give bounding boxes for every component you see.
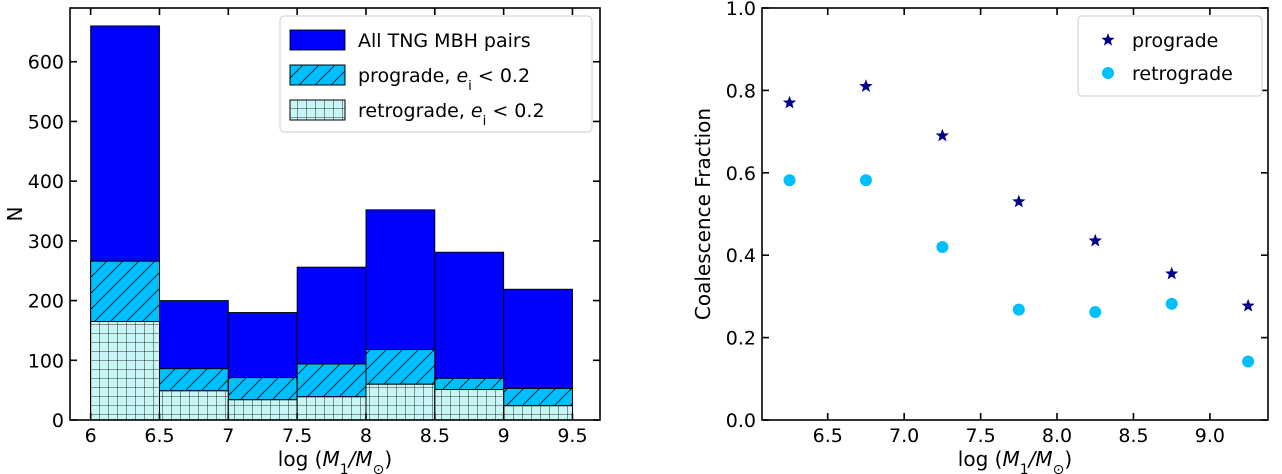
scatter-y-tick-label: 0.8 xyxy=(726,80,756,102)
histogram-legend: All TNG MBH pairs prograde, ei < 0.2 retro… xyxy=(279,15,593,133)
retrograde-point xyxy=(1242,355,1255,368)
prograde-point xyxy=(935,128,950,142)
scatter-x-tick-label: 9.0 xyxy=(1195,425,1225,447)
scatter-y-tick-label: 0.0 xyxy=(726,410,756,432)
scatter-y-tick-label: 1.0 xyxy=(726,0,756,20)
scatter-points xyxy=(782,79,1255,368)
retrograde-point xyxy=(936,240,949,253)
legend-label: All TNG MBH pairs xyxy=(358,30,531,52)
histogram-y-tick-label: 100 xyxy=(28,350,64,372)
prograde-point xyxy=(1165,266,1179,280)
bar-hatch-retrograde xyxy=(296,396,367,421)
histogram-x-tick-label: 8 xyxy=(360,425,372,447)
histogram-x-tick-label: 6 xyxy=(85,425,97,447)
prograde-point xyxy=(782,95,797,109)
histogram-y-axis-label: N xyxy=(3,207,27,222)
bar-hatch-retrograde xyxy=(90,321,160,421)
histogram-x-axis-label: log (M1/M⊙) xyxy=(278,447,392,474)
scatter-y-tick-label: 0.2 xyxy=(726,328,756,350)
histogram-axes: 6 6.5 7 7.5 8 8.5 9 9.5 0 100 200 300 400 500 600 xyxy=(28,7,601,447)
scatter-x-tick-label: 8.0 xyxy=(1042,425,1072,447)
scatter-x-tick-label: 7.5 xyxy=(965,425,995,447)
bar-hatch-retrograde xyxy=(365,383,436,421)
bar-hatch-retrograde xyxy=(503,405,573,421)
histogram-y-tick-label: 200 xyxy=(28,291,64,313)
scatter-x-axis-label: log (M1/M⊙) xyxy=(958,447,1072,474)
prograde-point xyxy=(859,79,873,92)
retrograde-point xyxy=(783,174,796,187)
legend-label: retrograde, ei < 0.2 xyxy=(358,100,545,129)
histogram-y-tick-label: 0 xyxy=(52,410,64,432)
scatter-y-tick-label: 0.6 xyxy=(726,163,756,185)
retrograde-point xyxy=(859,174,872,187)
histogram-x-tick-label: 6.5 xyxy=(144,425,174,447)
histogram-x-tick-label: 7 xyxy=(222,425,234,447)
histogram-x-tick-label: 8.5 xyxy=(420,425,450,447)
bar-hatch-retrograde xyxy=(227,399,298,421)
prograde-point xyxy=(1012,194,1026,208)
legend-swatch xyxy=(289,29,346,51)
legend-frame xyxy=(1077,15,1263,97)
plot-frame xyxy=(69,7,601,421)
retrograde-point xyxy=(1012,303,1025,316)
legend-label: retrograde xyxy=(1132,63,1233,85)
histogram-y-tick-label: 400 xyxy=(28,171,64,193)
histogram-y-tick-label: 300 xyxy=(28,231,64,253)
prograde-point xyxy=(1241,298,1255,312)
scatter-axes: 6.5 7.0 7.5 8.0 8.5 9.0 0.0 0.2 0.4 0.6 0.8 1.0 xyxy=(726,0,1269,447)
scatter-panel: 6.5 7.0 7.5 8.0 8.5 9.0 0.0 0.2 0.4 0.6 0.8 1.0 pro… xyxy=(691,0,1269,474)
legend-label: prograde, ei < 0.2 xyxy=(358,65,530,94)
legend-marker-circle xyxy=(1102,67,1114,79)
retrograde-point xyxy=(1165,297,1178,310)
scatter-x-tick-label: 7.0 xyxy=(889,425,919,447)
bar-hatch-retrograde xyxy=(159,390,229,421)
histogram-panel: 6 6.5 7 7.5 8 8.5 9 9.5 0 100 200 300 400 500 600 All … xyxy=(3,7,601,474)
histogram-y-tick-label: 600 xyxy=(28,52,64,74)
histogram-y-tick-label: 500 xyxy=(28,111,64,133)
scatter-legend: prograde retrograde xyxy=(1077,15,1263,97)
legend-label: prograde xyxy=(1132,30,1218,52)
bar-hatch-retrograde xyxy=(434,389,505,421)
histogram-x-tick-label: 9.5 xyxy=(557,425,587,447)
histogram-x-tick-label: 7.5 xyxy=(282,425,312,447)
scatter-y-tick-label: 0.4 xyxy=(726,245,756,267)
histogram-bars xyxy=(90,25,573,421)
legend-marker-star xyxy=(1101,33,1115,46)
legend-swatch-hatch xyxy=(289,64,346,86)
plot-frame xyxy=(761,7,1269,421)
scatter-y-axis-label: Coalescence Fraction xyxy=(691,108,715,320)
prograde-point xyxy=(1088,233,1102,247)
scatter-x-tick-label: 8.5 xyxy=(1118,425,1148,447)
retrograde-point xyxy=(1089,306,1102,319)
scatter-x-tick-label: 6.5 xyxy=(813,425,843,447)
legend-frame xyxy=(279,15,593,133)
histogram-x-tick-label: 9 xyxy=(498,425,510,447)
legend-swatch-hatch xyxy=(289,99,346,121)
